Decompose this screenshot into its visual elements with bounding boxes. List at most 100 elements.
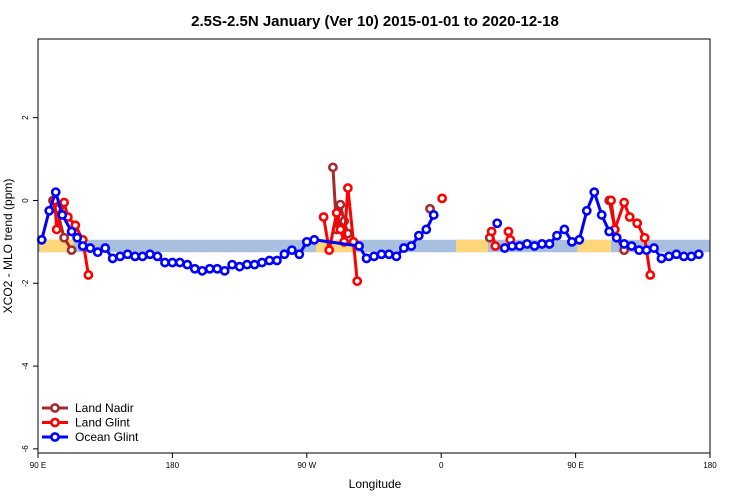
ocean-glint-point — [189, 263, 200, 274]
ocean-glint-point — [160, 257, 170, 268]
ocean-glint-point — [499, 243, 510, 253]
land-glint-point — [490, 241, 501, 251]
ocean-glint-point — [413, 230, 424, 241]
ocean-glint-point — [649, 243, 659, 253]
ocean-glint-point — [656, 253, 667, 264]
land-band-segment — [577, 239, 612, 253]
ocean-glint-point — [634, 245, 644, 256]
ocean-glint-point — [72, 232, 83, 243]
ocean-glint-point — [197, 265, 208, 276]
land-glint-point — [486, 226, 497, 237]
x-axis-label: Longitude — [349, 477, 402, 491]
plot-frame — [37, 38, 711, 454]
ocean-glint-point — [641, 245, 652, 256]
ocean-glint-point — [507, 241, 518, 251]
ocean-glint-point — [107, 253, 118, 264]
ocean-glint-point — [361, 253, 372, 264]
legend-item-land-nadir: Land Nadir — [42, 401, 134, 415]
ocean-glint-point — [279, 249, 290, 260]
plot-area — [36, 162, 710, 287]
ocean-glint-point — [544, 239, 555, 249]
land-glint-point — [324, 245, 335, 256]
ocean-glint-point — [137, 251, 148, 262]
ocean-glint-point — [421, 224, 432, 235]
ocean-glint-point — [212, 263, 223, 274]
land-glint-point — [503, 226, 514, 237]
ocean-glint-point — [92, 247, 103, 258]
y-tick-label: -4 — [21, 362, 30, 370]
ocean-glint-point — [167, 257, 178, 268]
land-glint-point — [318, 212, 329, 222]
ocean-glint-point — [391, 251, 402, 262]
ocean-glint-point — [44, 205, 55, 216]
ocean-glint-point — [589, 187, 600, 198]
land-glint-point — [352, 276, 363, 287]
ocean-glint-point — [671, 249, 682, 260]
land-glint-point — [51, 224, 62, 235]
ocean-glint-point — [492, 218, 503, 229]
ocean-glint-point — [286, 245, 297, 256]
ocean-glint-point — [301, 236, 312, 247]
x-axis: 90 E 180 90 W 0 90 E 180 — [30, 453, 717, 470]
ocean-glint-point — [514, 241, 525, 251]
series-land-glint — [49, 183, 656, 287]
legend-marker — [50, 417, 60, 428]
ocean-glint-point — [619, 239, 630, 249]
ocean-glint-point — [552, 230, 562, 241]
ocean-glint-point — [122, 249, 133, 260]
ocean-glint-point — [537, 239, 547, 249]
land-glint-point — [606, 195, 616, 206]
land-glint-point — [639, 232, 650, 243]
land-glint-point — [331, 207, 342, 218]
land-band-segment — [39, 239, 74, 253]
ocean-glint-point — [309, 234, 320, 245]
ocean-glint-point — [57, 210, 68, 220]
ocean-glint-point — [581, 205, 592, 216]
ocean-glint-point — [204, 263, 215, 274]
ocean-glint-point — [85, 243, 96, 253]
ocean-glint-point — [36, 234, 47, 245]
land-glint-line — [322, 186, 359, 282]
legend-label: Land Nadir — [75, 401, 134, 415]
ocean-glint-point — [693, 249, 704, 260]
ocean-glint-point — [574, 234, 585, 245]
ocean-glint-point — [529, 241, 540, 251]
ocean-glint-point — [522, 239, 532, 249]
ocean-glint-point — [227, 259, 238, 270]
y-axis: -6 -4 -2 0 2 — [21, 115, 38, 453]
ocean-glint-point — [559, 224, 570, 235]
ocean-glint-point — [294, 249, 305, 260]
x-tick-label: 180 — [703, 461, 717, 470]
ocean-glint-point — [626, 241, 637, 251]
ocean-glint-point — [428, 210, 439, 220]
ocean-glint-point — [384, 249, 394, 260]
ocean-glint-point — [77, 241, 88, 251]
ocean-glint-point — [604, 226, 615, 237]
ocean-glint-point — [174, 257, 185, 268]
x-tick-label: 90 W — [297, 461, 316, 470]
legend-label: Land Glint — [75, 416, 130, 430]
legend-item-ocean-glint: Ocean Glint — [42, 430, 139, 444]
ocean-glint-point — [249, 259, 260, 270]
y-tick-label: -6 — [21, 445, 30, 453]
land-glint-point — [619, 197, 630, 208]
series-ocean-glint — [36, 187, 704, 276]
ocean-glint-point — [130, 251, 140, 262]
ocean-glint-point — [219, 265, 230, 276]
ocean-glint-point — [398, 243, 409, 253]
land-nadir-point — [66, 245, 77, 256]
x-tick-label: 180 — [166, 461, 180, 470]
land-nadir-point — [328, 162, 338, 173]
ocean-glint-point — [566, 236, 577, 247]
land-glint-point — [342, 183, 353, 193]
ocean-glint-point — [272, 255, 282, 266]
x-tick-label: 0 — [439, 461, 444, 470]
land-glint-point — [645, 270, 656, 280]
ocean-glint-point — [596, 210, 607, 220]
land-glint-point — [624, 212, 635, 222]
land-glint-point — [335, 224, 346, 235]
ocean-glint-point — [376, 249, 387, 260]
ocean-glint-point — [50, 187, 61, 198]
